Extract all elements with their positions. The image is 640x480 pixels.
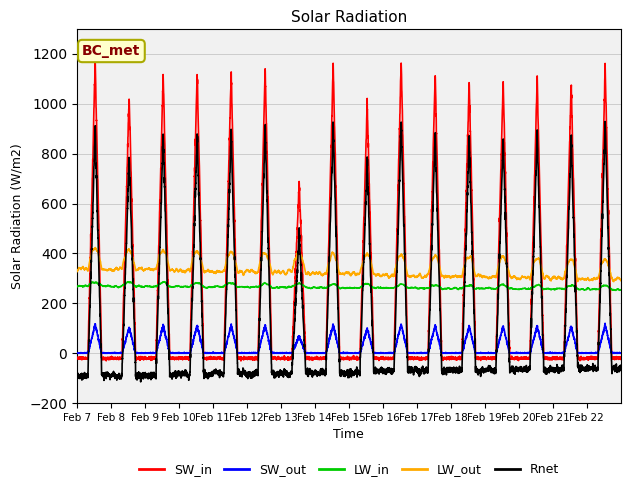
LW_in — [612, 288, 620, 293]
Rnet — [186, 371, 193, 377]
LW_out — [539, 270, 547, 276]
Y-axis label: Solar Radiation (W/m2): Solar Radiation (W/m2) — [11, 143, 24, 289]
LW_out — [610, 279, 618, 285]
SW_out — [186, 350, 193, 356]
Rnet — [498, 174, 506, 180]
Bar — [281, 29, 349, 403]
Rnet — [137, 379, 145, 385]
Bar — [553, 29, 621, 403]
Bar — [77, 29, 145, 403]
SW_out — [398, 325, 406, 331]
Line: LW_out: LW_out — [77, 248, 621, 282]
SW_in — [369, 330, 377, 336]
LW_out — [498, 253, 506, 259]
Legend: SW_in, SW_out, LW_in, LW_out, Rnet: SW_in, SW_out, LW_in, LW_out, Rnet — [134, 458, 564, 480]
Rnet — [525, 365, 532, 371]
LW_in — [186, 284, 193, 290]
Rnet — [617, 364, 625, 370]
LW_in — [539, 286, 547, 291]
Bar — [485, 29, 553, 403]
Rnet — [539, 335, 547, 340]
SW_out — [539, 347, 547, 353]
Rnet — [398, 157, 406, 163]
SW_in — [539, 320, 547, 326]
LW_in — [398, 281, 406, 287]
LW_out — [617, 278, 625, 284]
LW_in — [525, 286, 532, 291]
Line: SW_out: SW_out — [77, 324, 621, 353]
Rnet — [601, 119, 609, 124]
LW_out — [525, 275, 532, 280]
Title: Solar Radiation: Solar Radiation — [291, 10, 407, 25]
SW_out — [74, 350, 81, 356]
SW_in — [73, 355, 81, 361]
SW_out — [369, 348, 377, 354]
LW_out — [92, 245, 99, 251]
SW_out — [601, 321, 609, 326]
LW_out — [398, 252, 406, 258]
LW_in — [161, 279, 168, 285]
Bar — [417, 29, 485, 403]
SW_in — [499, 120, 506, 125]
SW_in — [92, 59, 99, 65]
LW_out — [369, 269, 377, 275]
SW_in — [617, 357, 625, 362]
SW_out — [525, 350, 532, 356]
Line: LW_in: LW_in — [77, 282, 621, 290]
LW_out — [186, 268, 193, 274]
LW_out — [73, 269, 81, 275]
Line: SW_in: SW_in — [77, 62, 621, 361]
Bar — [349, 29, 417, 403]
Bar — [212, 29, 281, 403]
SW_in — [186, 356, 193, 361]
SW_out — [498, 326, 506, 332]
SW_in — [525, 355, 532, 361]
Rnet — [369, 346, 377, 351]
SW_out — [617, 350, 625, 356]
LW_in — [617, 287, 625, 293]
SW_in — [237, 358, 244, 364]
Text: BC_met: BC_met — [82, 44, 141, 58]
Rnet — [73, 372, 81, 377]
LW_in — [73, 284, 81, 289]
X-axis label: Time: Time — [333, 429, 364, 442]
SW_out — [73, 350, 81, 356]
SW_in — [398, 105, 406, 110]
LW_in — [498, 281, 506, 287]
Line: Rnet: Rnet — [77, 121, 621, 382]
LW_in — [369, 285, 377, 290]
Bar — [145, 29, 212, 403]
